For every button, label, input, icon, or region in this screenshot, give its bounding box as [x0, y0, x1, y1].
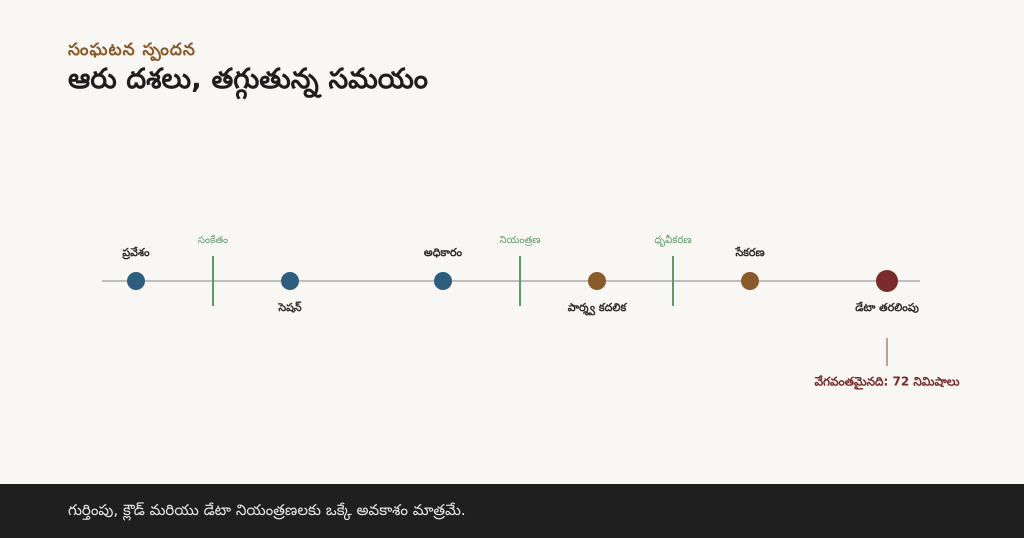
title: ఆరు దశలు, తగ్గుతున్న సమయం	[68, 62, 428, 95]
checkpoint-label: ధృవీకరణ	[654, 234, 691, 247]
timeline: వేగవంతమైనది: 72 నిమిషాలు ప్రవేశం సెషన్ అధి…	[102, 234, 960, 391]
stage-dot	[876, 270, 898, 292]
stage-label: డేటా తరలింపు	[855, 301, 919, 314]
checkpoint-label: నియంత్రణ	[500, 235, 541, 246]
subtitle: సంఘటన స్పందన	[68, 40, 196, 60]
footer-bar: గుర్తింపు, క్లౌడ్ మరియు డేటా నియంత్రణలకు…	[0, 484, 1024, 538]
stage-label: పార్శ్వ కదలిక	[568, 301, 628, 316]
stage-dot	[127, 272, 145, 290]
stage-label: సేకరణ	[734, 246, 764, 259]
annotation: వేగవంతమైనది: 72 నిమిషాలు	[814, 375, 959, 391]
stage-label: సెషన్	[277, 301, 302, 314]
stage-label: అధికారం	[424, 246, 463, 259]
stage-dot	[281, 272, 299, 290]
checkpoint-label: సంకేతం	[198, 234, 228, 246]
stage-dot	[434, 272, 452, 290]
stage-label: ప్రవేశం	[121, 246, 150, 260]
footer-text: గుర్తింపు, క్లౌడ్ మరియు డేటా నియంత్రణలకు…	[68, 501, 466, 519]
stage-dot	[588, 272, 606, 290]
stage-dot	[741, 272, 759, 290]
